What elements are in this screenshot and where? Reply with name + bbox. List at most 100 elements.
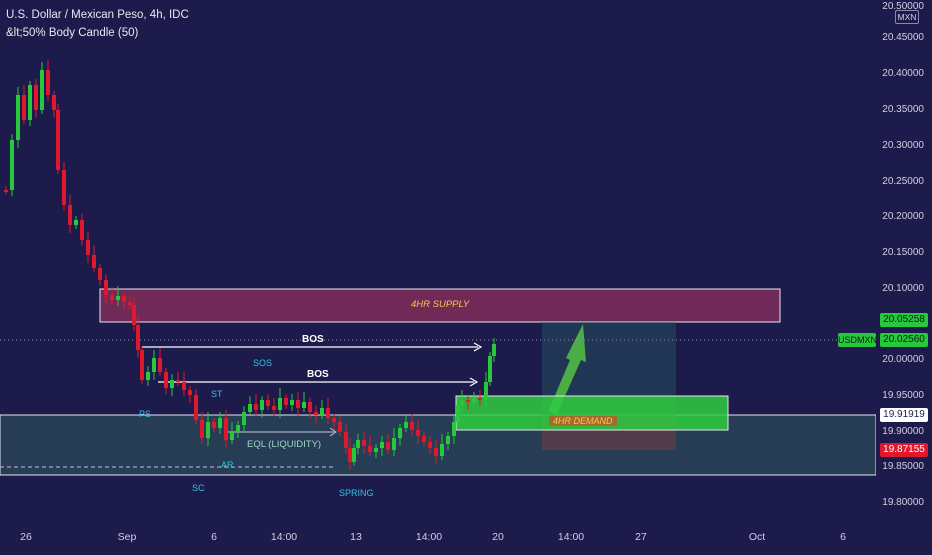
price-tick-label: 20.40000 xyxy=(882,68,924,79)
time-tick-label: Sep xyxy=(118,531,137,543)
bos-arrow-2 xyxy=(469,377,479,387)
candle-body xyxy=(348,448,352,462)
price-tick-label: 20.50000 xyxy=(882,1,924,12)
time-tick-label: 14:00 xyxy=(558,531,584,543)
candle-body xyxy=(314,412,318,415)
candle-body xyxy=(80,220,84,240)
time-axis-bg xyxy=(0,522,932,550)
bos-label-2: BOS xyxy=(307,369,329,380)
indicator-label[interactable]: &lt;50% Body Candle (50) xyxy=(6,27,139,39)
candle-body xyxy=(434,448,438,456)
candle-body xyxy=(164,372,168,388)
candle-body xyxy=(446,436,450,444)
candle-body xyxy=(22,95,26,120)
price-tick-label: 19.85000 xyxy=(882,461,924,472)
time-tick-label: Oct xyxy=(749,531,765,543)
price-tick-label: 20.10000 xyxy=(882,283,924,294)
time-tick-label: 14:00 xyxy=(416,531,442,543)
time-axis: 26 Sep 6 14:00 13 14:00 20 14:00 27 Oct 6 xyxy=(20,531,846,543)
candle-body xyxy=(460,400,464,405)
currency-label[interactable]: MXN xyxy=(895,10,919,24)
candle-body xyxy=(456,405,460,422)
time-tick-label: 14:00 xyxy=(271,531,297,543)
bos-label-1: BOS xyxy=(302,334,324,345)
price-tag-high: 20.05258 xyxy=(880,313,928,327)
candle-body xyxy=(344,432,348,448)
candle-body xyxy=(326,408,330,418)
candle-body xyxy=(362,440,366,446)
candle-body xyxy=(4,190,8,192)
wyckoff-ps: PS xyxy=(139,409,152,419)
candle-body xyxy=(492,344,496,356)
time-tick-label: 6 xyxy=(840,531,846,543)
candle-body xyxy=(136,325,140,350)
symbol-tag: USDMXN xyxy=(838,333,878,347)
time-tick-label: 6 xyxy=(211,531,217,543)
candle-body xyxy=(380,442,384,448)
candle-body xyxy=(266,400,270,406)
time-tick-label: 26 xyxy=(20,531,32,543)
candle-body xyxy=(248,404,252,412)
candle-body xyxy=(52,95,56,110)
price-tick-label: 20.45000 xyxy=(882,32,924,43)
candle-body xyxy=(176,380,180,382)
candle-body xyxy=(392,438,396,450)
eql-label: EQL (LIQUIDITY) xyxy=(247,439,322,450)
candle-body xyxy=(86,240,90,255)
candles-group xyxy=(4,60,496,470)
price-tick-label: 20.30000 xyxy=(882,140,924,151)
candle-body xyxy=(452,422,456,436)
candle-body xyxy=(398,428,402,438)
price-tag-level-1: 19.91919 xyxy=(880,408,928,422)
candle-body xyxy=(272,406,276,410)
candle-body xyxy=(46,70,50,95)
candle-body xyxy=(122,296,126,302)
candle-body xyxy=(484,382,488,400)
price-tick-label: 19.80000 xyxy=(882,497,924,508)
candle-body xyxy=(278,398,282,410)
candle-body xyxy=(194,395,198,420)
candle-body xyxy=(110,295,114,300)
candle-body xyxy=(212,422,216,428)
candle-body xyxy=(140,350,144,380)
candle-body xyxy=(152,358,156,372)
candle-body xyxy=(338,422,342,432)
candle-body xyxy=(182,382,186,390)
candle-body xyxy=(290,400,294,405)
candle-body xyxy=(466,400,470,402)
candle-body xyxy=(74,220,78,225)
candle-body xyxy=(224,418,228,440)
candle-body xyxy=(40,70,44,110)
candle-body xyxy=(284,398,288,405)
candle-body xyxy=(218,418,222,428)
candle-body xyxy=(488,356,492,382)
candle-body xyxy=(368,446,372,452)
candle-body xyxy=(132,305,136,325)
demand-zone-label: 4HR DEMAND xyxy=(549,416,617,426)
price-tick-label: 20.00000 xyxy=(882,354,924,365)
eql-arrow-head xyxy=(329,427,337,437)
bos-arrow-1 xyxy=(473,342,483,352)
price-tick-label: 19.95000 xyxy=(882,390,924,401)
time-tick-label: 13 xyxy=(350,531,362,543)
candle-body xyxy=(104,280,108,295)
price-axis: 20.50000 20.45000 20.40000 20.35000 20.30000… xyxy=(882,1,924,508)
candle-body xyxy=(356,440,360,448)
candle-body xyxy=(56,110,60,170)
candle-body xyxy=(28,85,32,120)
price-tick-label: 20.15000 xyxy=(882,247,924,258)
demand-zone xyxy=(455,395,729,431)
projection-arrow xyxy=(548,324,586,414)
time-tick-label: 27 xyxy=(635,531,647,543)
candle-body xyxy=(146,372,150,380)
price-tag-last: 20.02560 xyxy=(880,333,928,347)
candle-body xyxy=(128,302,132,305)
wyckoff-sc: SC xyxy=(192,483,205,493)
candle-body xyxy=(200,420,204,438)
candle-body xyxy=(230,432,234,440)
price-tick-label: 19.90000 xyxy=(882,426,924,437)
supply-zone xyxy=(99,288,781,323)
candle-body xyxy=(16,95,20,140)
